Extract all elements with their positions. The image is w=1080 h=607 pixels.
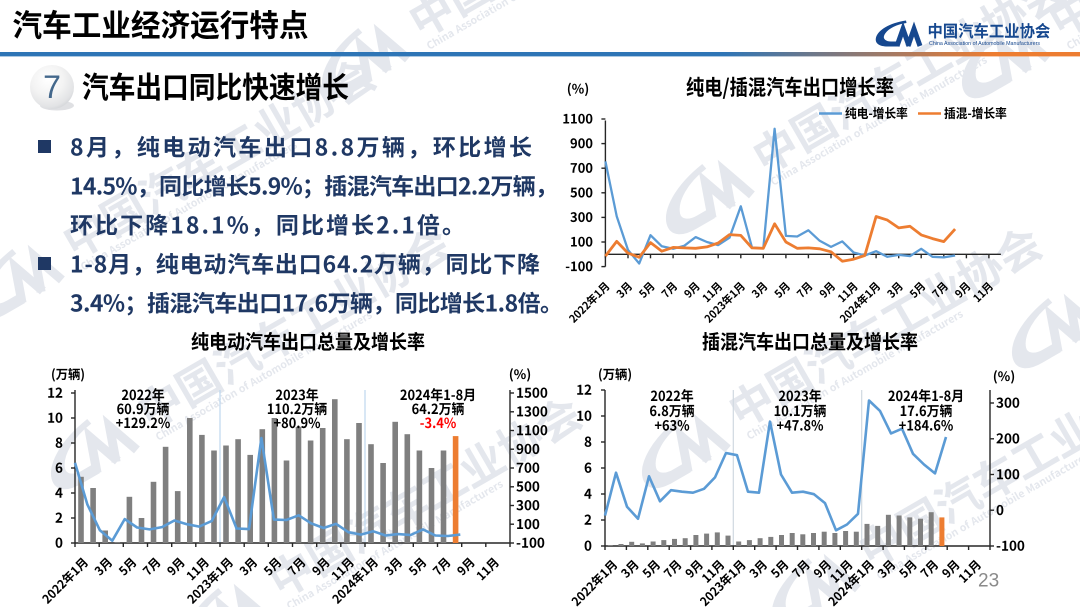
svg-text:China Association of Automobil: China Association of Automobile Manufact…	[929, 41, 1040, 47]
svg-text:23: 23	[978, 571, 999, 592]
svg-text:7: 7	[43, 69, 61, 105]
